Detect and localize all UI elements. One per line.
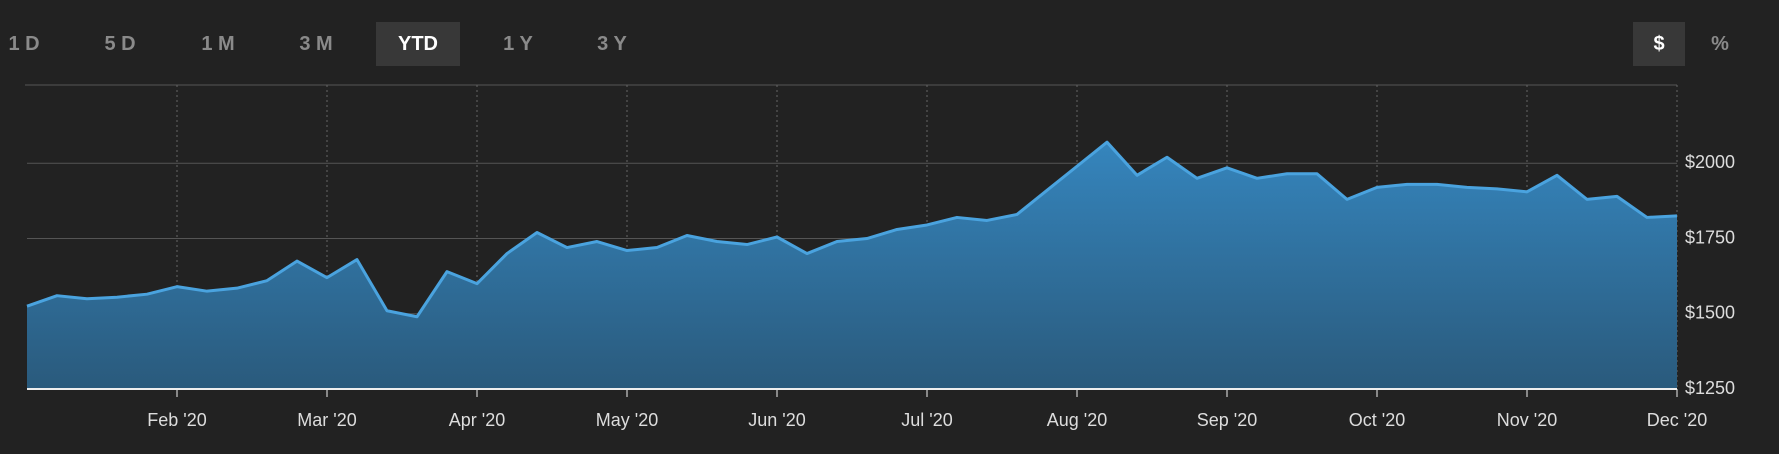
price-line	[26, 140, 1678, 319]
x-tick-label: Apr '20	[449, 410, 505, 430]
y-tick-label: $1500	[1685, 303, 1735, 323]
x-tick-label: Nov '20	[1497, 410, 1557, 430]
range-button[interactable]: 5 D	[104, 33, 136, 55]
range-button[interactable]: YTD	[376, 22, 460, 66]
range-button[interactable]: 1 Y	[503, 33, 533, 55]
x-tick-label: Oct '20	[1349, 410, 1405, 430]
x-tick-label: Jul '20	[901, 410, 952, 430]
y-tick-label: $2000	[1685, 152, 1735, 172]
x-tick-label: Mar '20	[297, 410, 356, 430]
x-tick-label: Dec '20	[1647, 410, 1707, 430]
range-button[interactable]: 3 Y	[597, 33, 627, 55]
area-fill	[27, 142, 1677, 389]
x-tick-label: Aug '20	[1047, 410, 1108, 430]
y-tick-label: $1250	[1685, 378, 1735, 398]
unit-button[interactable]: %	[1711, 33, 1729, 55]
range-button[interactable]: 1 M	[201, 33, 235, 55]
x-tick-label: Jun '20	[748, 410, 805, 430]
unit-button[interactable]: $	[1633, 22, 1685, 66]
x-tick-label: Sep '20	[1197, 410, 1258, 430]
x-tick-label: May '20	[596, 410, 658, 430]
range-button[interactable]: 1 D	[8, 33, 40, 55]
y-tick-label: $1750	[1685, 227, 1735, 247]
x-tick-label: Feb '20	[147, 410, 206, 430]
range-button[interactable]: 3 M	[299, 33, 333, 55]
